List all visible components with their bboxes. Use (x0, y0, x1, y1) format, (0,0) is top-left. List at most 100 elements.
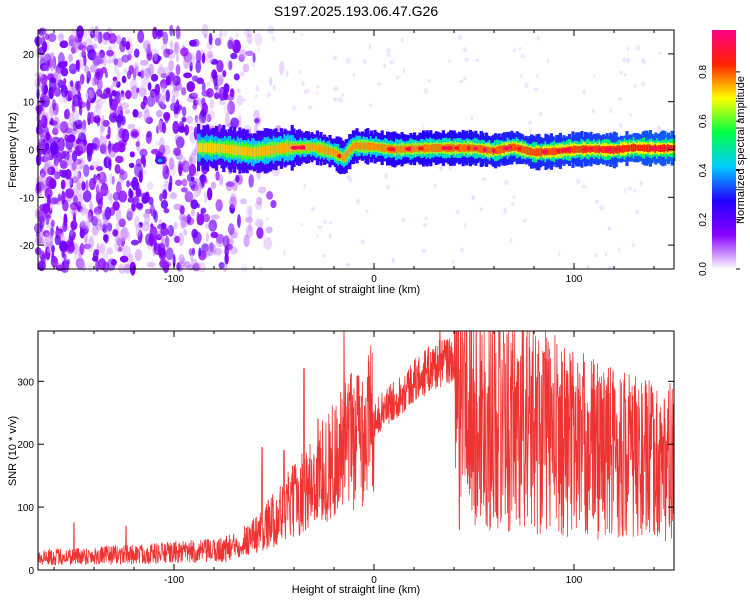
spectrogram-noise-blob (188, 163, 197, 177)
spectrogram-noise-blob (127, 124, 136, 130)
spectrogram-trace-cell (657, 145, 661, 152)
spectrogram-noise-blob (127, 53, 132, 61)
spectrogram-noise-blob (150, 73, 159, 82)
spectrogram-trace-cell (359, 142, 363, 150)
spectrogram-noise-blob (150, 48, 159, 57)
spectrogram-noise-blob (576, 178, 581, 184)
spectrogram-trace-cell (260, 146, 264, 156)
spectrogram-noise-blob (194, 183, 202, 197)
spectrogram-noise-blob (539, 111, 543, 117)
spectrogram-noise-blob (528, 120, 533, 126)
spectrogram-trace-cell (218, 143, 222, 154)
spectrogram-noise-blob (91, 224, 99, 236)
spectrogram-trace-cell (283, 143, 287, 153)
spectrogram-noise-blob (67, 53, 73, 64)
spectrogram-trace-cell (368, 142, 372, 151)
spectrogram-noise-blob (205, 245, 215, 257)
spectrogram-noise-blob (75, 124, 83, 130)
spectrogram-noise-blob (35, 153, 42, 166)
spectrogram-noise-blob (86, 238, 94, 252)
spectrogram-noise-blob (188, 92, 198, 100)
spectrogram-noise-blob (656, 125, 662, 132)
spectrogram-trace-cell (594, 145, 598, 153)
spectrogram-noise-blob (104, 217, 110, 229)
spectrogram-noise-blob (210, 181, 217, 190)
spectrogram-noise-blob (462, 47, 468, 53)
spectrogram-noise-blob (160, 227, 169, 237)
spectrogram-noise-blob (205, 231, 209, 243)
spectrogram-noise-blob (623, 73, 626, 77)
spectrogram-trace-cell (531, 148, 535, 156)
spectrogram-trace-cell (629, 144, 633, 152)
spectrogram-noise-blob (39, 239, 45, 246)
spectrogram-noise-blob (360, 239, 366, 245)
spectrogram-noise-blob (332, 96, 338, 102)
spectrogram-noise-blob (95, 224, 105, 231)
spectrogram-noise-blob (248, 174, 254, 188)
spectrogram-noise-blob (121, 36, 127, 47)
spectrogram-xtick-label: -100 (164, 274, 184, 285)
spectrogram-trace-cell (521, 145, 525, 153)
spectrogram-trace-cell (461, 144, 465, 152)
spectrogram-noise-blob (185, 116, 194, 124)
spectrogram-noise-blob (57, 52, 65, 66)
spectrogram-noise-blob (79, 58, 85, 69)
spectrogram-noise-blob (63, 78, 67, 86)
spectrogram-trace-cell (528, 147, 532, 156)
spectrogram-noise-blob (475, 58, 480, 63)
spectrogram-noise-blob (328, 233, 332, 240)
spectrogram-noise-blob (239, 49, 247, 60)
spectrogram-noise-blob (503, 179, 509, 185)
spectrogram-noise-blob (198, 111, 207, 124)
spectrogram-noise-blob (246, 33, 253, 45)
spectrogram-trace-cell (308, 143, 312, 152)
spectrogram-noise-blob (105, 193, 114, 200)
spectrogram-noise-blob (98, 136, 108, 146)
spectrogram-noise-blob (422, 124, 425, 131)
spectrogram-noise-blob (86, 44, 95, 54)
spectrogram-noise-blob (68, 53, 73, 62)
spectrogram-noise-blob (74, 243, 78, 256)
spectrogram-noise-blob (215, 171, 220, 181)
spectrogram-noise-blob (213, 72, 218, 87)
spectrogram-noise-blob (186, 81, 196, 93)
spectrogram-noise-blob (546, 58, 550, 63)
spectrogram-noise-blob (104, 189, 110, 196)
spectrogram-trace-cell (215, 143, 219, 153)
spectrogram-noise-blob (102, 119, 110, 127)
spectrogram-trace-cell (285, 143, 289, 153)
spectrogram-noise-blob (227, 39, 234, 50)
spectrogram-noise-blob (42, 95, 50, 101)
spectrogram-noise-blob (66, 258, 71, 265)
colorbar-tick-label: 0.4 (698, 163, 709, 177)
spectrogram-ytick-label: 10 (23, 98, 35, 109)
spectrogram-noise-blob (140, 67, 146, 79)
spectrogram-noise-blob (146, 181, 154, 190)
spectrogram-trace-cell (216, 144, 220, 153)
spectrogram-noise-blob (270, 199, 277, 209)
spectrogram-noise-blob (115, 57, 123, 68)
spectrogram-noise-blob (126, 70, 132, 80)
spectrogram-noise-blob (641, 81, 646, 86)
spectrogram-noise-blob (242, 63, 250, 73)
spectrogram-noise-blob (134, 48, 140, 58)
spectrogram-noise-blob (191, 91, 199, 98)
spectrogram-noise-blob (44, 232, 50, 242)
spectrogram-xtick-label: 100 (566, 274, 583, 285)
spectrogram-noise-blob (175, 64, 181, 76)
spectrogram-noise-blob (48, 120, 58, 126)
spectrogram-noise-blob (181, 116, 187, 123)
spectrogram-noise-blob (328, 221, 333, 225)
spectrogram-noise-blob (112, 229, 119, 237)
spectrogram-noise-blob (37, 46, 46, 56)
spectrogram-noise-blob (72, 120, 78, 132)
spectrogram-noise-blob (201, 23, 209, 38)
spectrogram-noise-blob (180, 47, 189, 57)
spectrogram-noise-blob (39, 168, 47, 178)
spectrogram-noise-blob (165, 247, 174, 261)
spectrogram-trace-cell (423, 144, 427, 153)
spectrogram-noise-blob (252, 52, 256, 63)
spectrogram-noise-blob (184, 124, 190, 136)
spectrogram-trace-cell (530, 147, 534, 156)
spectrogram-noise-blob (206, 187, 213, 201)
